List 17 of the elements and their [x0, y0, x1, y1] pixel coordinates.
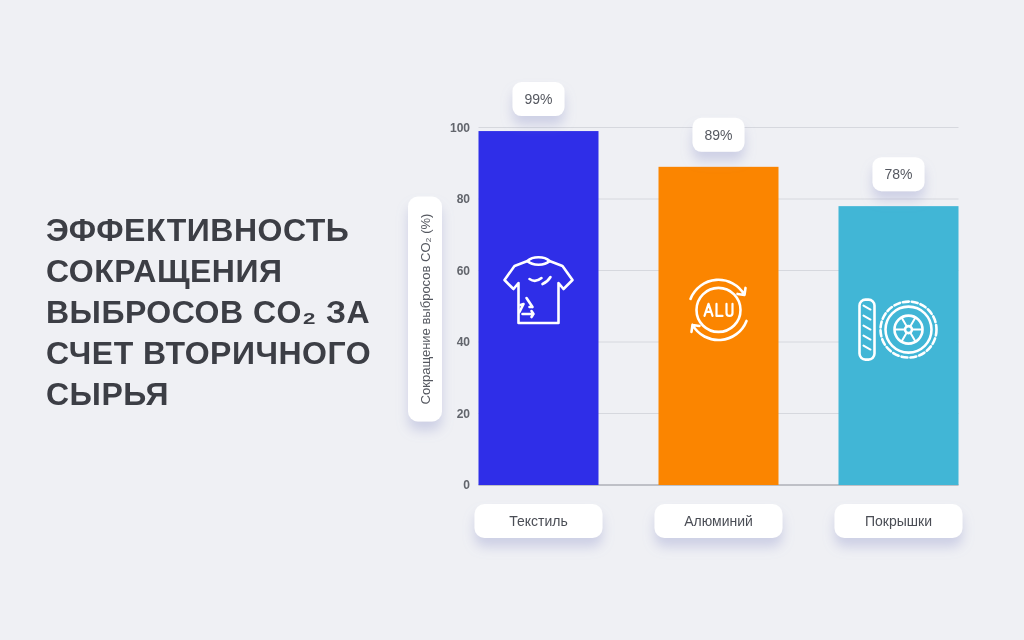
x-tick-label: Покрышки	[865, 513, 932, 529]
bar	[658, 166, 779, 485]
text: ЭФФЕКТИВНОСТЬ СОКРАЩЕНИЯ ВЫБРОСОВ CO₂ ЗА СЧЕТ ВТОРИЧНОГО СЫРЬЯ	[46, 212, 372, 412]
x-tick-label: Алюминий	[684, 513, 753, 529]
y-tick-label: 80	[456, 192, 471, 206]
y-axis-title: Сокращение выбросов CO₂ (%)	[417, 213, 433, 405]
y-tick-label: 20	[456, 406, 471, 421]
data-label: 99%	[524, 91, 553, 108]
bar	[838, 206, 959, 485]
bar	[478, 131, 599, 485]
data-label: 89%	[704, 126, 733, 143]
x-tick-label: Текстиль	[509, 513, 568, 529]
y-tick-label: 60	[456, 263, 471, 278]
data-label: 78%	[884, 166, 913, 183]
y-tick-label: 40	[456, 335, 471, 349]
y-tick-label: 0	[463, 478, 471, 492]
y-tick-label: 100	[449, 120, 471, 135]
